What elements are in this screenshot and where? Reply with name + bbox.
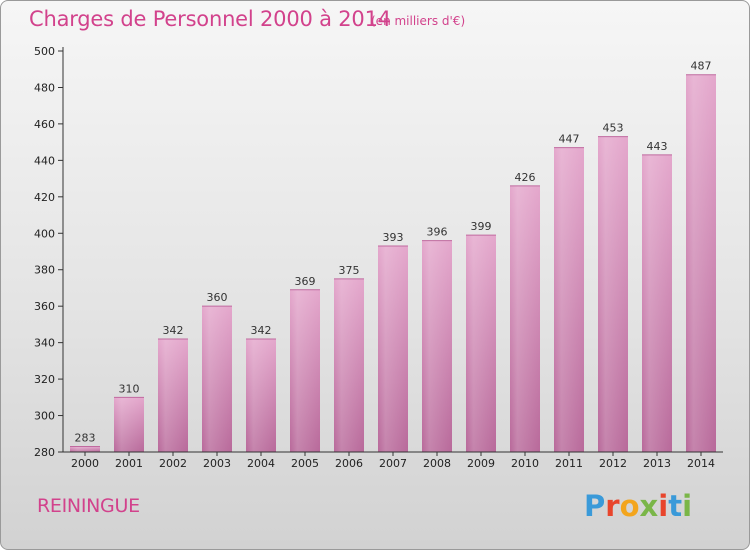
- x-tick-label: 2005: [291, 457, 319, 470]
- chart-title: Charges de Personnel 2000 à 2014: [29, 7, 391, 31]
- bar-value-label: 426: [515, 171, 536, 184]
- bar-value-label: 393: [383, 231, 404, 244]
- x-axis: 2000 2001 2002 2003 2004 2005 2006 2007 2008 2009…: [63, 451, 723, 470]
- bar-highlight: [114, 397, 144, 452]
- bar-value-label: 487: [691, 60, 712, 73]
- x-tick-label: 2014: [687, 457, 715, 470]
- bar-highlight: [246, 338, 276, 452]
- bar-highlight: [378, 246, 408, 452]
- x-tick-label: 2000: [71, 457, 99, 470]
- bar-value-label: 310: [119, 382, 140, 395]
- y-tick-label: 480: [34, 81, 55, 94]
- y-tick-label: 400: [34, 227, 55, 240]
- chart-subtitle: (en milliers d'€): [371, 14, 466, 28]
- x-tick-label: 2001: [115, 457, 143, 470]
- bar-highlight: [422, 240, 452, 452]
- bar-value-label: 342: [163, 324, 184, 337]
- x-tick-label: 2013: [643, 457, 671, 470]
- bar-highlight: [202, 306, 232, 452]
- x-tick-label: 2009: [467, 457, 495, 470]
- x-tick-label: 2008: [423, 457, 451, 470]
- x-tick-label: 2007: [379, 457, 407, 470]
- bar-value-label: 369: [295, 275, 316, 288]
- bar-highlight: [158, 338, 188, 452]
- x-tick-label: 2012: [599, 457, 627, 470]
- bar-value-label: 375: [339, 264, 360, 277]
- logo-letter: t: [668, 489, 683, 523]
- x-tick-label: 2004: [247, 457, 275, 470]
- y-tick-label: 320: [34, 373, 55, 386]
- bar-highlight: [334, 278, 364, 452]
- y-tick-label: 340: [34, 337, 55, 350]
- bar-highlight: [510, 185, 540, 452]
- y-tick-label: 440: [34, 154, 55, 167]
- logo-letter: i: [682, 489, 693, 523]
- x-tick-label: 2011: [555, 457, 583, 470]
- y-tick-label: 280: [34, 446, 55, 459]
- logo-letter: P: [584, 489, 606, 523]
- logo-letter: o: [619, 489, 640, 523]
- y-tick-label: 460: [34, 118, 55, 131]
- commune-name: REININGUE: [37, 495, 140, 517]
- bar-value-label: 453: [603, 122, 624, 135]
- bars-group: 283 310 342 360 342 369 375 393 396 399 426 447 453 4…: [70, 60, 716, 453]
- logo-letter: i: [658, 489, 669, 523]
- x-tick-label: 2002: [159, 457, 187, 470]
- bar-highlight: [466, 235, 496, 452]
- bar-value-label: 443: [647, 140, 668, 153]
- x-tick-label: 2003: [203, 457, 231, 470]
- logo-letter: r: [605, 489, 620, 523]
- x-tick-label: 2006: [335, 457, 363, 470]
- y-tick-label: 420: [34, 191, 55, 204]
- bar-value-label: 360: [207, 291, 228, 304]
- bar-highlight: [290, 289, 320, 452]
- x-tick-label: 2010: [511, 457, 539, 470]
- y-tick-label: 300: [34, 410, 55, 423]
- bar-value-label: 447: [559, 133, 580, 146]
- y-tick-label: 360: [34, 300, 55, 313]
- bar-highlight: [686, 74, 716, 452]
- y-tick-label: 380: [34, 264, 55, 277]
- bar-highlight: [642, 154, 672, 453]
- y-tick-label: 500: [34, 45, 55, 58]
- bar-highlight: [598, 136, 628, 452]
- y-axis: 280 300 320 340 360 380 400 420 440 460 480 500: [34, 45, 64, 459]
- bar-value-label: 399: [471, 220, 492, 233]
- proxiti-logo[interactable]: Proxiti: [584, 489, 692, 523]
- bar-value-label: 283: [75, 432, 96, 445]
- bar-value-label: 396: [427, 226, 448, 239]
- bar-highlight: [554, 147, 584, 452]
- bar-highlight: [70, 446, 100, 452]
- logo-letter: x: [639, 489, 659, 523]
- bar-value-label: 342: [251, 324, 272, 337]
